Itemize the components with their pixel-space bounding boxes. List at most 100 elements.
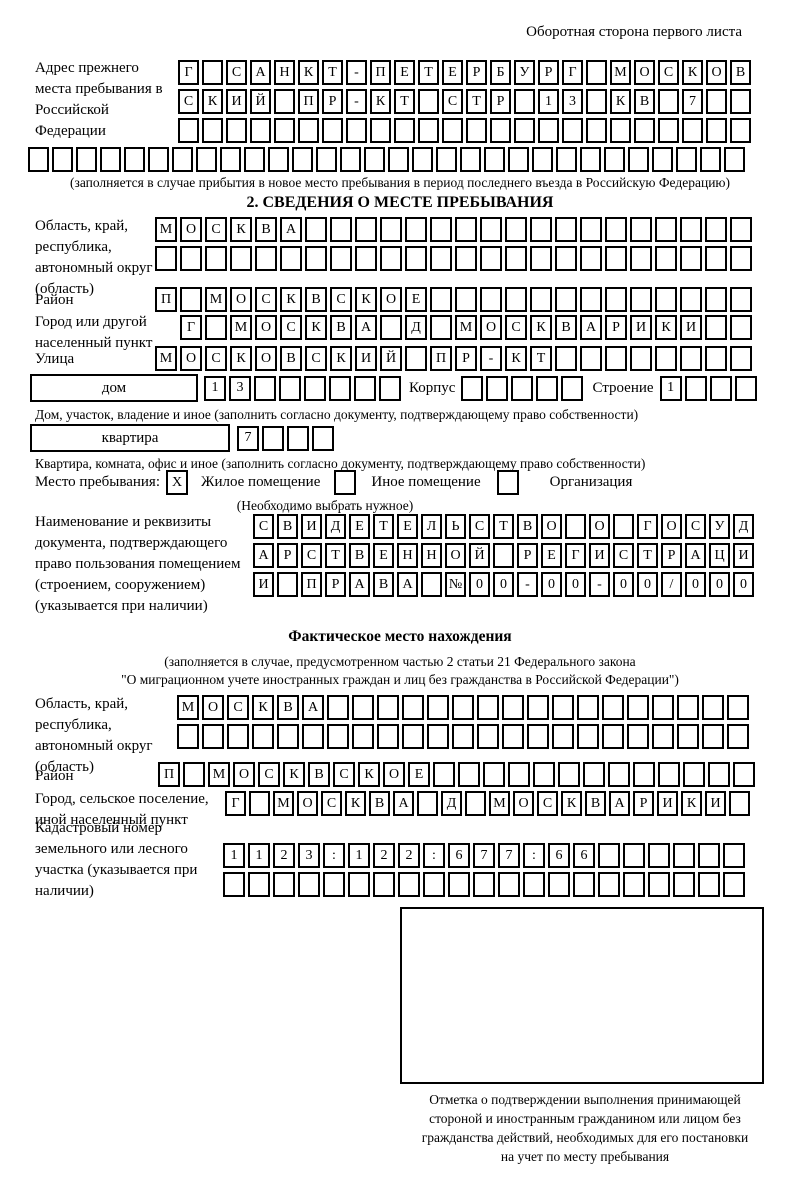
char-cell[interactable] xyxy=(658,118,679,143)
char-cell[interactable]: А xyxy=(302,695,324,720)
char-cell[interactable]: О xyxy=(233,762,255,787)
char-cell[interactable] xyxy=(729,791,750,816)
char-cell[interactable] xyxy=(565,514,586,539)
char-cell[interactable]: П xyxy=(155,287,177,312)
char-cell[interactable] xyxy=(223,872,245,897)
char-cell[interactable]: Й xyxy=(469,543,490,568)
char-cell[interactable]: А xyxy=(355,315,377,340)
char-cell[interactable] xyxy=(292,147,313,172)
char-cell[interactable]: О xyxy=(230,287,252,312)
char-cell[interactable] xyxy=(388,147,409,172)
char-cell[interactable]: С xyxy=(321,791,342,816)
char-cell[interactable]: И xyxy=(680,315,702,340)
char-cell[interactable]: М xyxy=(155,346,177,371)
char-cell[interactable] xyxy=(304,375,326,401)
char-cell[interactable] xyxy=(405,246,427,271)
char-cell[interactable] xyxy=(555,346,577,371)
char-cell[interactable] xyxy=(706,89,727,114)
char-cell[interactable]: Т xyxy=(394,89,415,114)
char-cell[interactable] xyxy=(577,695,599,720)
char-cell[interactable] xyxy=(178,118,199,143)
char-cell[interactable] xyxy=(705,287,727,312)
char-cell[interactable] xyxy=(427,695,449,720)
char-cell[interactable]: В xyxy=(369,791,390,816)
char-cell[interactable] xyxy=(552,695,574,720)
char-cell[interactable]: А xyxy=(609,791,630,816)
char-cell[interactable]: Т xyxy=(637,543,658,568)
char-cell[interactable] xyxy=(455,246,477,271)
char-cell[interactable]: К xyxy=(370,89,391,114)
char-cell[interactable] xyxy=(730,217,752,242)
char-cell[interactable]: Й xyxy=(250,89,271,114)
char-cell[interactable] xyxy=(586,118,607,143)
char-cell[interactable] xyxy=(448,872,470,897)
char-cell[interactable]: 6 xyxy=(573,843,595,868)
char-cell[interactable] xyxy=(730,118,751,143)
char-cell[interactable]: Б xyxy=(490,60,511,85)
char-cell[interactable] xyxy=(558,762,580,787)
char-cell[interactable]: Д xyxy=(733,514,754,539)
char-cell[interactable]: В xyxy=(585,791,606,816)
char-cell[interactable] xyxy=(627,695,649,720)
char-cell[interactable]: 0 xyxy=(733,572,754,597)
char-cell[interactable] xyxy=(202,724,224,749)
char-cell[interactable] xyxy=(730,346,752,371)
char-cell[interactable]: В xyxy=(308,762,330,787)
char-cell[interactable]: О xyxy=(297,791,318,816)
char-cell[interactable] xyxy=(330,246,352,271)
char-cell[interactable] xyxy=(555,246,577,271)
char-cell[interactable] xyxy=(530,217,552,242)
char-cell[interactable] xyxy=(340,147,361,172)
char-cell[interactable]: А xyxy=(250,60,271,85)
char-cell[interactable] xyxy=(280,246,302,271)
char-cell[interactable]: - xyxy=(346,60,367,85)
char-cell[interactable]: С xyxy=(258,762,280,787)
char-cell[interactable] xyxy=(709,375,732,401)
char-cell[interactable] xyxy=(355,246,377,271)
char-cell[interactable]: М xyxy=(155,217,177,242)
char-cell[interactable] xyxy=(418,118,439,143)
char-cell[interactable] xyxy=(205,246,227,271)
char-cell[interactable]: В xyxy=(349,543,370,568)
char-cell[interactable] xyxy=(466,118,487,143)
char-cell[interactable] xyxy=(417,791,438,816)
char-cell[interactable]: М xyxy=(230,315,252,340)
char-cell[interactable] xyxy=(355,217,377,242)
char-cell[interactable]: В xyxy=(255,217,277,242)
char-cell[interactable] xyxy=(377,724,399,749)
char-cell[interactable]: С xyxy=(205,346,227,371)
char-cell[interactable] xyxy=(682,118,703,143)
char-cell[interactable] xyxy=(28,147,49,172)
char-cell[interactable] xyxy=(652,695,674,720)
char-cell[interactable] xyxy=(430,217,452,242)
char-cell[interactable]: С xyxy=(255,287,277,312)
char-cell[interactable]: Г xyxy=(180,315,202,340)
char-cell[interactable]: А xyxy=(280,217,302,242)
char-cell[interactable]: С xyxy=(280,315,302,340)
char-cell[interactable]: Р xyxy=(633,791,654,816)
char-cell[interactable]: К xyxy=(283,762,305,787)
char-cell[interactable] xyxy=(673,843,695,868)
stay-option-checkbox-org[interactable] xyxy=(496,470,519,495)
char-cell[interactable] xyxy=(723,843,745,868)
char-cell[interactable] xyxy=(680,346,702,371)
char-cell[interactable] xyxy=(484,147,505,172)
char-cell[interactable]: 2 xyxy=(398,843,420,868)
char-cell[interactable]: Е xyxy=(541,543,562,568)
char-cell[interactable]: : xyxy=(423,843,445,868)
char-cell[interactable]: М xyxy=(273,791,294,816)
char-cell[interactable]: П xyxy=(370,60,391,85)
char-cell[interactable] xyxy=(580,287,602,312)
char-cell[interactable]: С xyxy=(330,287,352,312)
char-cell[interactable]: Л xyxy=(421,514,442,539)
char-cell[interactable] xyxy=(730,246,752,271)
char-cell[interactable] xyxy=(580,147,601,172)
char-cell[interactable]: С xyxy=(227,695,249,720)
char-cell[interactable] xyxy=(734,375,757,401)
char-cell[interactable]: 6 xyxy=(448,843,470,868)
char-cell[interactable] xyxy=(505,246,527,271)
char-cell[interactable] xyxy=(536,375,559,401)
char-cell[interactable] xyxy=(480,217,502,242)
char-cell[interactable] xyxy=(580,217,602,242)
char-cell[interactable] xyxy=(573,872,595,897)
